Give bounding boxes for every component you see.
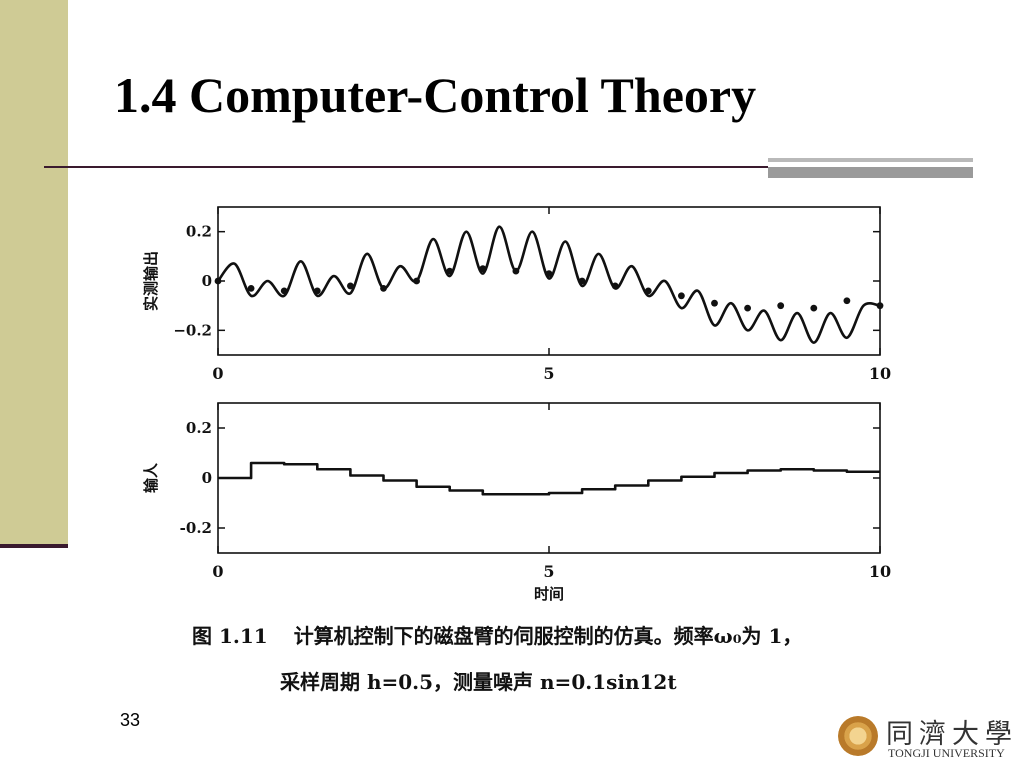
- plot-frame: [217, 402, 881, 554]
- sidebar-decoration: [0, 0, 68, 548]
- sample-point: [479, 265, 487, 273]
- sample-point: [446, 267, 454, 275]
- figure-caption-line2: 采样周期 h=0.5，测量噪声 n=0.1sin12t: [280, 670, 677, 694]
- sample-point: [810, 304, 818, 312]
- sample-point: [578, 277, 586, 285]
- x-tick-label: 10: [869, 364, 891, 383]
- sample-point: [744, 304, 751, 312]
- university-seal-icon: [838, 716, 878, 756]
- sample-point: [678, 292, 685, 300]
- sample-point: [611, 282, 619, 290]
- y-axis-label: 输人: [142, 462, 160, 493]
- university-logo: 同濟大學 TONGJI UNIVERSITY: [838, 712, 1018, 762]
- x-tick-label: 5: [543, 364, 554, 383]
- sample-point: [347, 282, 354, 290]
- x-tick-label: 0: [212, 364, 223, 383]
- sample-point: [214, 277, 222, 285]
- sample-point: [843, 297, 851, 305]
- title-accent-bar: [768, 158, 973, 178]
- sample-point: [247, 285, 255, 292]
- x-axis-label: 时间: [534, 585, 564, 603]
- output-series-line: [216, 225, 881, 344]
- caption-text-1: 计算机控制下的磁盘臂的伺服控制的仿真。频率ω₀为 1，: [293, 624, 803, 648]
- sample-point: [313, 287, 321, 295]
- y-tick-label: -0.2: [180, 519, 212, 537]
- plot-frame: [217, 206, 881, 356]
- y-tick-label: 0.2: [186, 419, 212, 437]
- sample-point: [777, 302, 785, 310]
- sample-point: [876, 302, 884, 310]
- sidebar-edge: [0, 544, 68, 548]
- sample-point: [545, 270, 553, 277]
- x-tick-label: 10: [869, 562, 891, 581]
- sample-point: [413, 277, 420, 285]
- sample-point: [380, 285, 387, 292]
- title-underline: [44, 166, 768, 168]
- input-series-line: [218, 461, 880, 496]
- sample-point: [711, 299, 718, 307]
- page-number: 33: [120, 710, 141, 730]
- sample-point: [512, 267, 520, 275]
- y-tick-label: 0: [202, 469, 212, 487]
- sample-point: [280, 287, 288, 295]
- y-tick-label: −0.2: [173, 321, 212, 339]
- y-axis-label: 实测输出: [142, 251, 160, 311]
- logo-chinese-name: 同濟大學: [886, 719, 1018, 750]
- slide-title: 1.4 Computer-Control Theory: [114, 67, 757, 123]
- x-tick-label: 5: [543, 562, 554, 581]
- x-tick-label: 0: [212, 562, 223, 581]
- sample-point: [644, 287, 652, 295]
- figure-caption-line1: 图 1.11 计算机控制下的磁盘臂的伺服控制的仿真。频率ω₀为 1，: [192, 620, 802, 649]
- logo-english-name: TONGJI UNIVERSITY: [888, 746, 1005, 760]
- y-tick-label: 0: [202, 272, 212, 290]
- y-tick-label: 0.2: [186, 223, 212, 241]
- plot-actual-output: 0.2 0 −0.2 0 5 10 实测输出: [142, 206, 891, 383]
- figure-label: 图 1.11: [192, 624, 268, 648]
